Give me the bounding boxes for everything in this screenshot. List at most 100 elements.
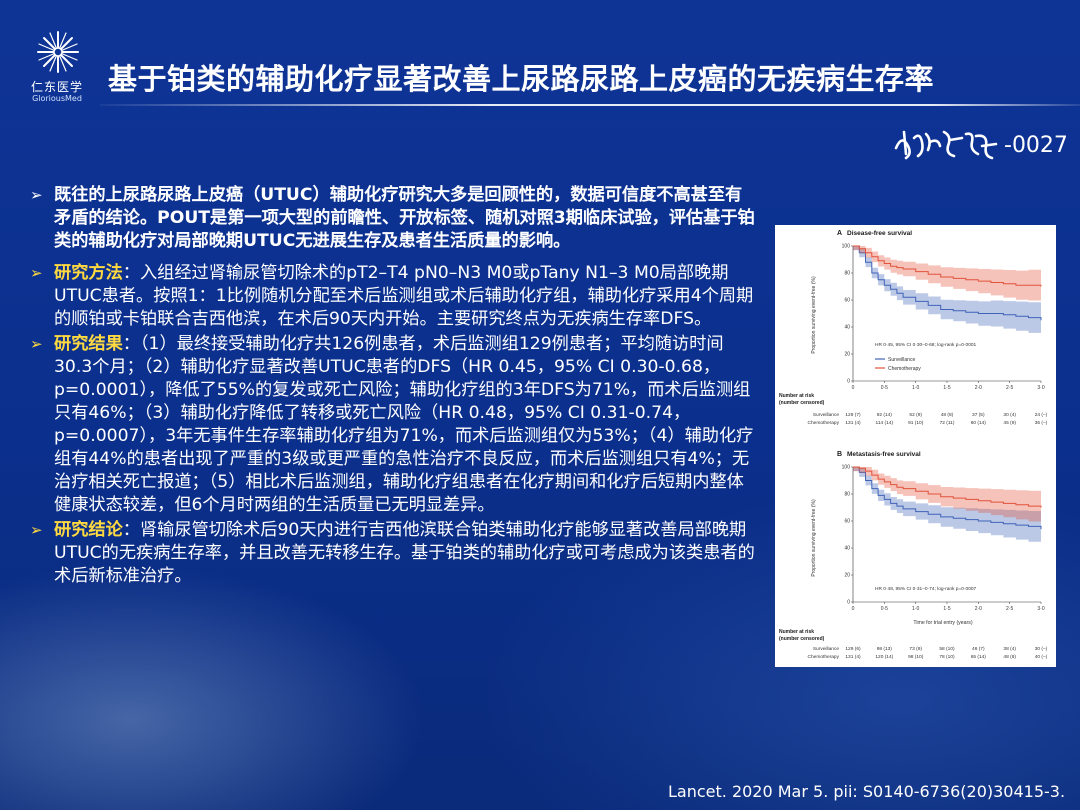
risk-title-b: Number at risk [779, 629, 814, 635]
panel-a-ylabel: Proportion surviving event-free (%) [811, 276, 817, 354]
risk-b-surveillance-cell: 46 (7) [972, 646, 985, 652]
panel-b-plot: 0 20 40 60 80 100 0 0·5 1·0 1·5 2·0 2·5 3·0 [842, 465, 1045, 612]
panel-a-line-surveillance [853, 245, 1042, 321]
risk-table-b: 129 (6) 98 (13) 73 (9) 58 (10) 46 (7) 38 (4) 3… [845, 646, 1047, 660]
risk-b-surveillance-cell: 129 (6) [845, 646, 861, 652]
panel-a-xtick-label: 3·0 [1037, 385, 1044, 391]
slide-code: -0027 [1004, 133, 1068, 158]
risk-b-surveillance-cell: 98 (13) [877, 646, 893, 652]
title-divider [100, 104, 1080, 106]
legend-surveillance: Surveillance [888, 357, 915, 363]
risk-b-chemotherapy-cell: 65 (14) [971, 654, 987, 660]
bullet-arrow-icon: ➢ [30, 521, 43, 539]
risk-subtitle-a: (number censored) [779, 400, 825, 406]
risk-b-chemotherapy-cell: 131 (4) [845, 654, 861, 660]
panel-a-letter: A [837, 230, 842, 237]
panel-b-xtick-label: 0 [852, 606, 855, 612]
risk-b-surveillance-cell: 38 (4) [1003, 646, 1016, 652]
panel-a-ytick-label: 60 [844, 298, 850, 304]
main-text: ➢ 既往的上尿路尿路上皮癌（UTUC）辅助化疗研究大多是回顾性的，数据可信度不高… [28, 184, 758, 590]
risk-b-chemotherapy-cell: 78 (10) [939, 654, 955, 660]
risk-b-surveillance-cell: 30 (–) [1035, 646, 1048, 652]
panel-b-ytick-label: 100 [842, 465, 851, 471]
panel-a-xtick-label: 2·0 [975, 385, 982, 391]
panel-a-xtick-label: 1·0 [912, 385, 919, 391]
risk-b-surveillance-label: Surveillance [813, 646, 839, 652]
panel-b-title: Metastasis-free survival [847, 451, 921, 458]
bullet-arrow-icon: ➢ [30, 264, 43, 282]
risk-table-a: 129 (7) 92 (14) 62 (9) 48 (8) 37 (5) 30 (4) 24… [845, 412, 1047, 426]
risk-a-surveillance-label: Surveillance [813, 412, 839, 418]
survival-figure: A Disease-free survival Proportion survi… [775, 225, 1056, 667]
panel-a-xtick-label: 0 [852, 385, 855, 391]
panel-a-xtick-label: 0·5 [881, 385, 888, 391]
risk-a-chemotherapy-cell: 114 (14) [876, 420, 894, 426]
risk-b-chemotherapy-cell: 98 (10) [908, 654, 924, 660]
panel-a-band-chemotherapy [853, 246, 1041, 303]
bullet-arrow-icon: ➢ [30, 186, 43, 204]
risk-a-chemotherapy-label: Chemotherapy [808, 420, 840, 426]
panel-a-xtick-label: 1·5 [943, 385, 950, 391]
risk-a-chemotherapy-cell: 45 (9) [1003, 420, 1016, 426]
risk-b-surveillance-cell: 58 (10) [939, 646, 955, 652]
panel-a-xtick-label: 2·5 [1006, 385, 1013, 391]
panel-a-ytick-label: 80 [844, 271, 850, 277]
panel-b-letter: B [837, 451, 842, 458]
panel-a-hr: HR 0·45, 95% CI 0·30–0·68; log-rank p=0·… [875, 342, 977, 348]
risk-a-chemotherapy-cell: 60 (14) [971, 420, 987, 426]
risk-title-a: Number at risk [779, 393, 814, 399]
panel-b-xtick-label: 2·0 [975, 606, 982, 612]
panel-b-ytick-label: 40 [844, 546, 850, 552]
conclusion-label: 研究结论 [54, 520, 123, 540]
paragraph-background: ➢ 既往的上尿路尿路上皮癌（UTUC）辅助化疗研究大多是回顾性的，数据可信度不高… [30, 185, 755, 251]
page-title: 基于铂类的辅助化疗显著改善上尿路尿路上皮癌的无疾病生存率 [108, 62, 935, 96]
panel-b-xlabel: Time for trial entry (years) [913, 620, 972, 626]
panel-b-xtick-label: 0·5 [881, 606, 888, 612]
panel-b-hr: HR 0·48, 95% CI 0·31–0·74; log-rank p=0·… [875, 586, 977, 592]
risk-b-surveillance-cell: 73 (9) [909, 646, 922, 652]
panel-a-plot: 0 20 40 60 80 100 0 0·5 1·0 1·5 2·0 2·5 3·0 [842, 244, 1045, 391]
calligraphy-signature [894, 130, 998, 160]
panel-a-ytick-label: 40 [844, 325, 850, 331]
risk-a-surveillance-cell: 30 (4) [1003, 412, 1016, 418]
survival-curves: A Disease-free survival Proportion survi… [779, 230, 1048, 660]
risk-a-surveillance-cell: 24 (–) [1035, 412, 1048, 418]
panel-b-ytick-label: 0 [847, 600, 850, 606]
panel-b-xtick-label: 2·5 [1006, 606, 1013, 612]
panel-a-ytick-label: 100 [842, 244, 851, 250]
risk-b-chemotherapy-cell: 40 (–) [1035, 654, 1048, 660]
panel-b-line-chemotherapy [853, 466, 1042, 508]
paragraph-conclusion: ➢ 研究结论：肾输尿管切除术后90天内进行吉西他滨联合铂类辅助化疗能够显著改善局… [30, 520, 755, 586]
panel-b-xtick-label: 1·0 [912, 606, 919, 612]
panel-a-ytick-label: 20 [844, 352, 850, 358]
risk-b-chemotherapy-cell: 120 (14) [875, 654, 893, 660]
panel-b-band-surveillance [853, 467, 1041, 546]
risk-a-chemotherapy-cell: 131 (4) [845, 420, 861, 426]
brand-name-cn: 仁东医学 [30, 80, 83, 94]
panel-b-band-chemotherapy [853, 467, 1041, 524]
risk-a-surveillance-cell: 48 (8) [941, 412, 954, 418]
panel-a-line-chemotherapy [853, 245, 1042, 287]
risk-a-surveillance-cell: 37 (5) [972, 412, 985, 418]
panel-b-xtick-label: 3·0 [1037, 606, 1044, 612]
paragraph-methods: ➢ 研究方法：入组经过肾输尿管切除术的pT2–T4 pN0–N3 M0或pTan… [30, 263, 754, 329]
brand-name-en: GloriousMed [32, 94, 82, 103]
risk-b-chemotherapy-cell: 48 (8) [1003, 654, 1016, 660]
legend-chemotherapy: Chemotherapy [888, 366, 921, 372]
starburst-icon [37, 31, 79, 73]
results-label: 研究结果 [54, 334, 123, 354]
risk-a-chemotherapy-cell: 91 (10) [908, 420, 924, 426]
panel-b-xtick-label: 1·5 [943, 606, 950, 612]
panel-b-ytick-label: 80 [844, 492, 850, 498]
bullet-arrow-icon: ➢ [30, 335, 43, 353]
panel-a-ytick-label: 0 [847, 379, 850, 385]
reference-citation: Lancet. 2020 Mar 5. pii: S0140-6736(20)3… [668, 782, 1066, 801]
risk-a-chemotherapy-cell: 72 (11) [940, 420, 955, 426]
panel-b-ylabel: Proportion surviving event-free (%) [811, 499, 817, 577]
risk-a-surveillance-cell: 129 (7) [845, 412, 861, 418]
panel-a-title: Disease-free survival [847, 230, 912, 237]
methods-label: 研究方法 [54, 263, 123, 283]
risk-b-chemotherapy-label: Chemotherapy [808, 654, 840, 660]
risk-a-chemotherapy-cell: 36 (–) [1035, 420, 1048, 426]
brand-logo: 仁东医学 GloriousMed [22, 30, 92, 110]
